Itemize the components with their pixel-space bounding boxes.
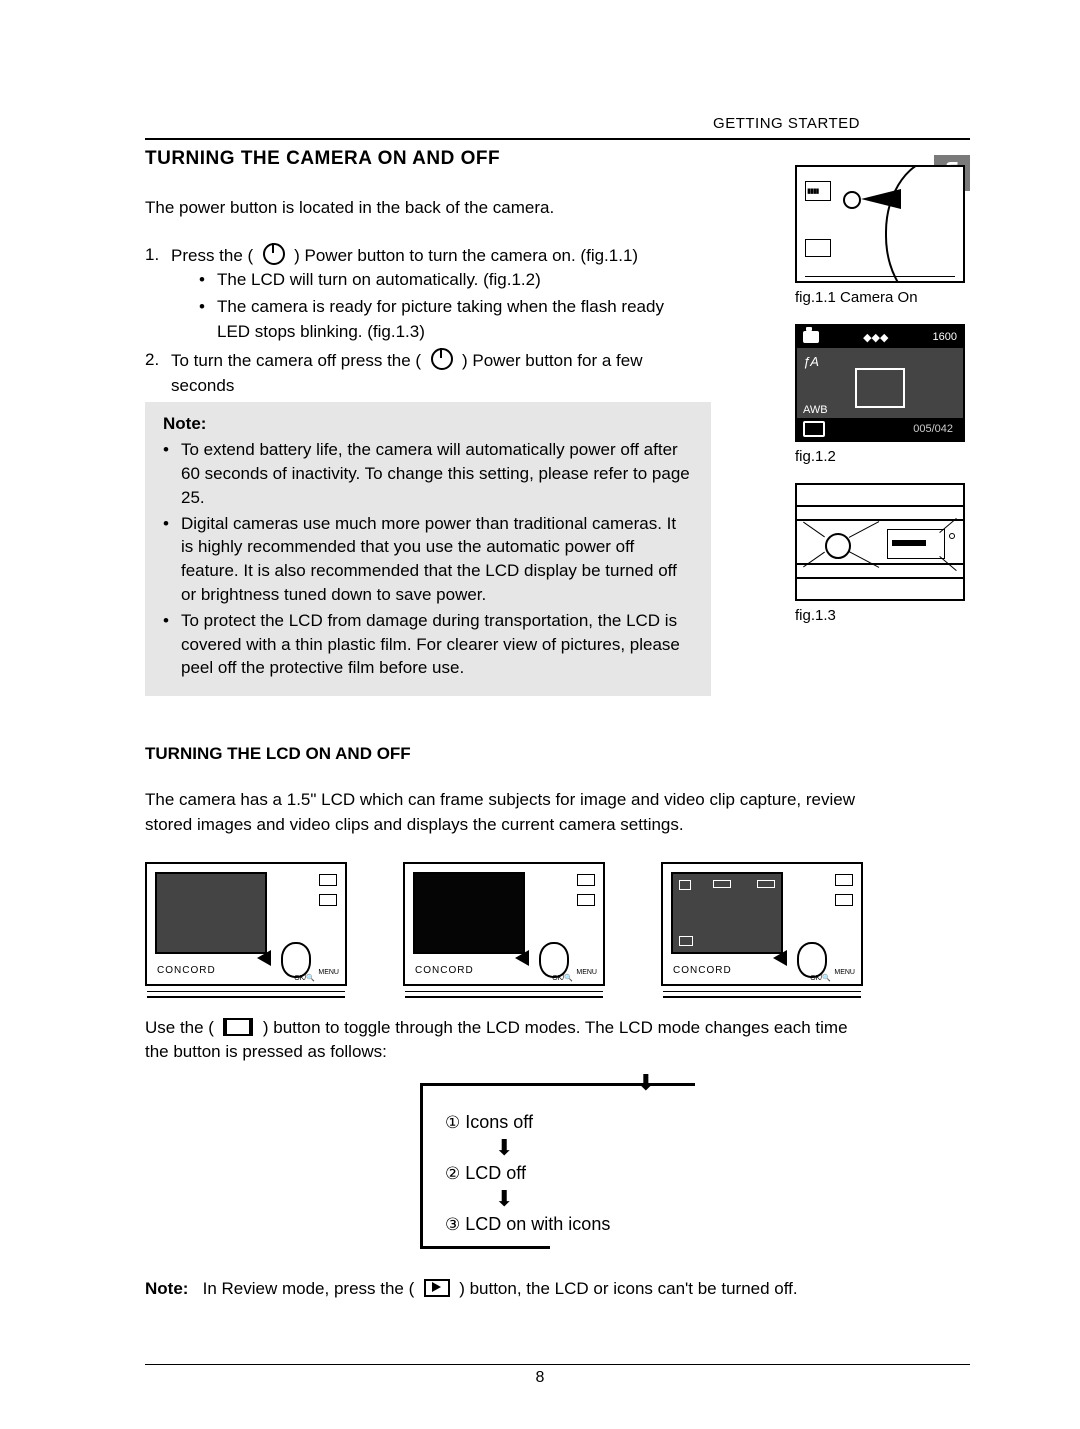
figure-1-2: ◆◆◆ 1600 ƒA AWB 005/042 fig.1.2 [795, 324, 970, 465]
step-1a: The LCD will turn on automatically. (fig… [217, 268, 541, 293]
power-icon [263, 243, 285, 265]
figure-1-1: ▮▮▮▮ fig.1.1 Camera On [795, 165, 970, 306]
lcd-mode-cycle-diagram: ⬇ ① Icons off ⬇ ② LCD off ⬇ ③ LCD on wit… [420, 1083, 695, 1249]
section-2-p1: The camera has a 1.5" LCD which can fram… [145, 788, 865, 837]
play-icon [424, 1279, 450, 1297]
footer-rule [145, 1364, 970, 1365]
note-box-1: Note: •To extend battery life, the camer… [145, 402, 711, 696]
figure-1-3: fig.1.3 [795, 483, 970, 624]
step-1-text-a: Press the ( [171, 246, 253, 265]
header-rule [145, 138, 970, 140]
brand-label: CONCORD [673, 965, 732, 976]
step-2-text-a: To turn the camera off press the ( [171, 351, 421, 370]
note-title: Note: [163, 412, 693, 436]
camera-icon [803, 331, 819, 343]
step-2-number: 2. [145, 348, 171, 398]
step-1b: The camera is ready for picture taking w… [217, 295, 675, 344]
page-number: 8 [536, 1369, 545, 1387]
lcd-toggle-icon [223, 1018, 253, 1036]
flash-auto-label: ƒA [803, 354, 819, 369]
cycle-step-2: LCD off [465, 1163, 526, 1183]
brand-label: CONCORD [157, 965, 216, 976]
lcd-mode-thumbnails: CONCORD OK/🔍MENU CONCORD OK/🔍MENU CONCOR… [145, 862, 970, 986]
power-icon [431, 348, 453, 370]
sd-card-icon [803, 421, 825, 437]
footer-note: Note: In Review mode, press the ( ) butt… [145, 1279, 970, 1299]
thumb-lcd-off: CONCORD OK/🔍MENU [403, 862, 605, 986]
figure-1-1-caption: fig.1.1 Camera On [795, 289, 970, 306]
manual-page: GETTING STARTED En ▮▮▮▮ fig.1.1 Camera O… [0, 0, 1080, 1429]
cycle-step-1: Icons off [465, 1112, 533, 1132]
note-item-2: Digital cameras use much more power than… [181, 512, 693, 607]
thumb-icons-off: CONCORD OK/🔍MENU [145, 862, 347, 986]
figure-1-2-caption: fig.1.2 [795, 448, 970, 465]
resolution-label: 1600 [933, 331, 957, 343]
figure-1-3-caption: fig.1.3 [795, 607, 970, 624]
note-item-3: To protect the LCD from damage during tr… [181, 609, 693, 680]
section-1-intro: The power button is located in the back … [145, 196, 675, 221]
cycle-step-3: LCD on with icons [465, 1214, 610, 1234]
quality-diamonds: ◆◆◆ [863, 331, 888, 344]
note-item-1: To extend battery life, the camera will … [181, 438, 693, 509]
section-header: GETTING STARTED [713, 115, 860, 132]
thumb-lcd-on-icons: CONCORD OK/🔍MENU [661, 862, 863, 986]
power-steps-list: 1. Press the ( ) Power button to turn th… [145, 243, 675, 399]
awb-label: AWB [803, 404, 828, 416]
section-2-title: TURNING THE LCD ON AND OFF [145, 744, 970, 764]
step-1-number: 1. [145, 243, 171, 347]
section-2-p2: Use the ( ) button to toggle through the… [145, 1016, 865, 1065]
brand-label: CONCORD [415, 965, 474, 976]
figure-column: ▮▮▮▮ fig.1.1 Camera On ◆◆◆ 1600 ƒA AWB [795, 155, 970, 642]
shot-counter: 005/042 [909, 422, 957, 436]
step-1-text-b: ) Power button to turn the camera on. (f… [294, 246, 638, 265]
